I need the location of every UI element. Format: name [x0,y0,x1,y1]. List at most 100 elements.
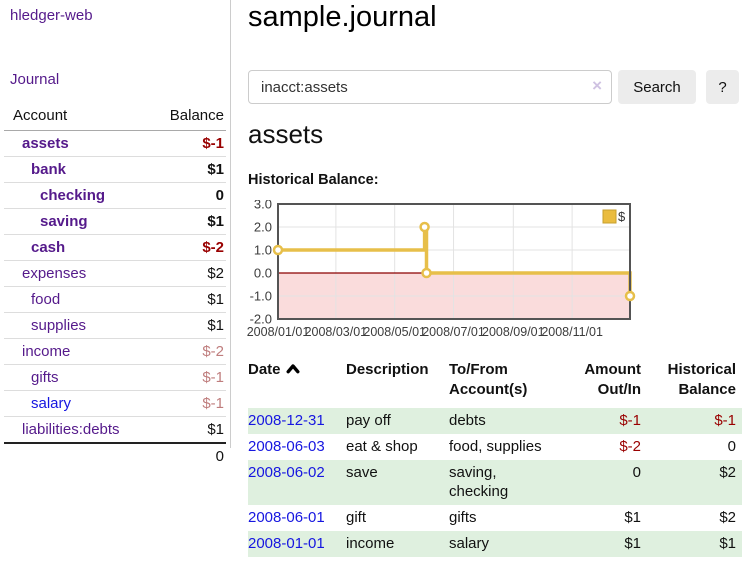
account-link[interactable]: saving [40,213,88,230]
date-cell: 2008-01-01 [248,531,346,557]
account-balance: $1 [145,416,226,443]
account-link[interactable]: cash [31,239,66,256]
account-link[interactable]: liabilities:debts [22,421,120,438]
col-header-description[interactable]: Description [346,361,429,378]
accounts-cell: gifts [449,509,477,527]
account-row: gifts $-1 [4,364,226,391]
account-row: salary $-1 [4,390,226,417]
svg-text:3.0: 3.0 [254,200,272,212]
chart-point[interactable] [272,244,284,256]
col-header-date[interactable]: Date [248,358,346,408]
date-cell: 2008-06-02 [248,460,346,506]
account-link[interactable]: assets [22,135,69,152]
account-balance: $-1 [145,390,226,417]
accounts-header-row: Account Balance [4,102,226,131]
account-row: expenses $2 [4,260,226,287]
balance-cell: $1 [719,534,736,552]
account-name-cell: supplies [4,312,146,339]
account-balance: $2 [145,260,226,287]
description-cell: gift [346,509,367,527]
transaction-date-link[interactable]: 2008-06-01 [248,509,325,527]
description-cell: save [346,463,378,481]
account-row: liabilities:debts $1 [4,416,226,443]
accounts-cell: saving, checking [449,463,509,501]
account-name-cell: assets [4,131,146,157]
account-link[interactable]: gifts [31,369,59,386]
account-link[interactable]: supplies [31,317,87,334]
search-input[interactable] [248,70,612,104]
account-name-cell: checking [4,182,146,209]
balance-cell: $2 [719,509,736,527]
accounts-table: Account Balance assets $-1 bank $1 checking 0… [4,102,226,469]
search-button[interactable]: Search [618,70,696,104]
svg-text:-1.0: -1.0 [250,289,272,304]
amount-cell: $-1 [619,412,641,429]
chart-point[interactable] [421,267,432,279]
account-name-cell: gifts [4,364,146,391]
account-balance: $1 [145,286,226,313]
account-link[interactable]: expenses [22,265,87,282]
register-row: 2008-01-01 income salary $1 $1 [248,530,742,557]
legend-label: $ [618,209,626,224]
clear-search-icon[interactable]: × [592,76,602,95]
account-name-cell: cash [4,234,146,261]
account-balance: $-2 [145,338,226,365]
account-name-cell: bank [4,156,146,183]
accounts-total-balance: 0 [145,442,226,469]
register-row: 2008-06-02 save saving, checking 0 $2 [248,459,742,506]
account-balance: $-1 [145,364,226,391]
svg-text:2008/09/01: 2008/09/01 [482,325,545,339]
account-balance: $1 [145,208,226,235]
svg-text:2008/03/01: 2008/03/01 [305,325,368,339]
register-header-row: Date Description To/From Account(s) Amou… [248,358,742,408]
accounts-cell: debts [449,412,486,429]
chart-title: Historical Balance: [248,172,379,188]
transaction-date-link[interactable]: 2008-01-01 [248,534,325,552]
account-row: checking 0 [4,182,226,209]
transaction-date-link[interactable]: 2008-06-03 [248,437,325,455]
balance-cell: $-1 [714,412,736,429]
col-header-balance[interactable]: Historical Balance [667,361,736,398]
description-cell: income [346,534,395,552]
col-header-accounts[interactable]: To/From Account(s) [449,361,528,398]
transaction-date-link[interactable]: 2008-12-31 [248,412,325,429]
help-button[interactable]: ? [706,70,739,104]
account-balance: $1 [145,156,226,183]
svg-text:1.0: 1.0 [254,243,272,258]
svg-text:2008/05/01: 2008/05/01 [363,325,426,339]
account-link[interactable]: salary [31,395,72,412]
sidebar: hledger-web Journal Account Balance asse… [0,0,231,469]
account-row: income $-2 [4,338,226,365]
chart-point[interactable] [419,221,430,233]
transaction-date-link[interactable]: 2008-06-02 [248,463,325,481]
account-balance: $-2 [145,234,226,261]
account-link[interactable]: income [22,343,71,360]
register-table: Date Description To/From Account(s) Amou… [248,358,742,557]
account-link[interactable]: food [31,291,61,308]
register-row: 2008-06-03 eat & shop food, supplies $-2 0 [248,434,742,460]
description-cell: pay off [346,412,391,429]
accounts-cell: food, supplies [449,437,542,455]
account-row: cash $-2 [4,234,226,261]
account-link[interactable]: bank [31,161,67,178]
chart-point[interactable] [624,290,636,302]
account-link[interactable]: checking [40,187,106,204]
main-content: sample.journal × Search ? assets Histori… [247,0,742,582]
accounts-total-row: 0 [4,442,226,469]
svg-text:-2.0: -2.0 [250,312,272,327]
app-title-link[interactable]: hledger-web [10,7,93,24]
account-balance: 0 [145,182,226,209]
search-form: × Search ? [248,70,742,104]
register-row: 2008-12-31 pay off debts $-1 $-1 [248,408,742,434]
sort-ascending-icon [286,364,300,374]
svg-text:0.0: 0.0 [254,266,272,281]
amount-cell: $-2 [619,437,641,455]
balance-cell: 0 [727,437,736,455]
date-cell: 2008-12-31 [248,408,346,434]
account-name-cell: food [4,286,146,313]
balance-cell: $2 [719,463,736,481]
sidebar-item-journal[interactable]: Journal [10,71,60,88]
accounts-total-spacer [4,442,146,469]
historical-balance-chart: 3.0 2.0 1.0 0.0 -1.0 -2.0 2008/01/01 2008/03/01… [242,197,638,349]
col-header-amount[interactable]: Amount Out/In [584,361,641,398]
